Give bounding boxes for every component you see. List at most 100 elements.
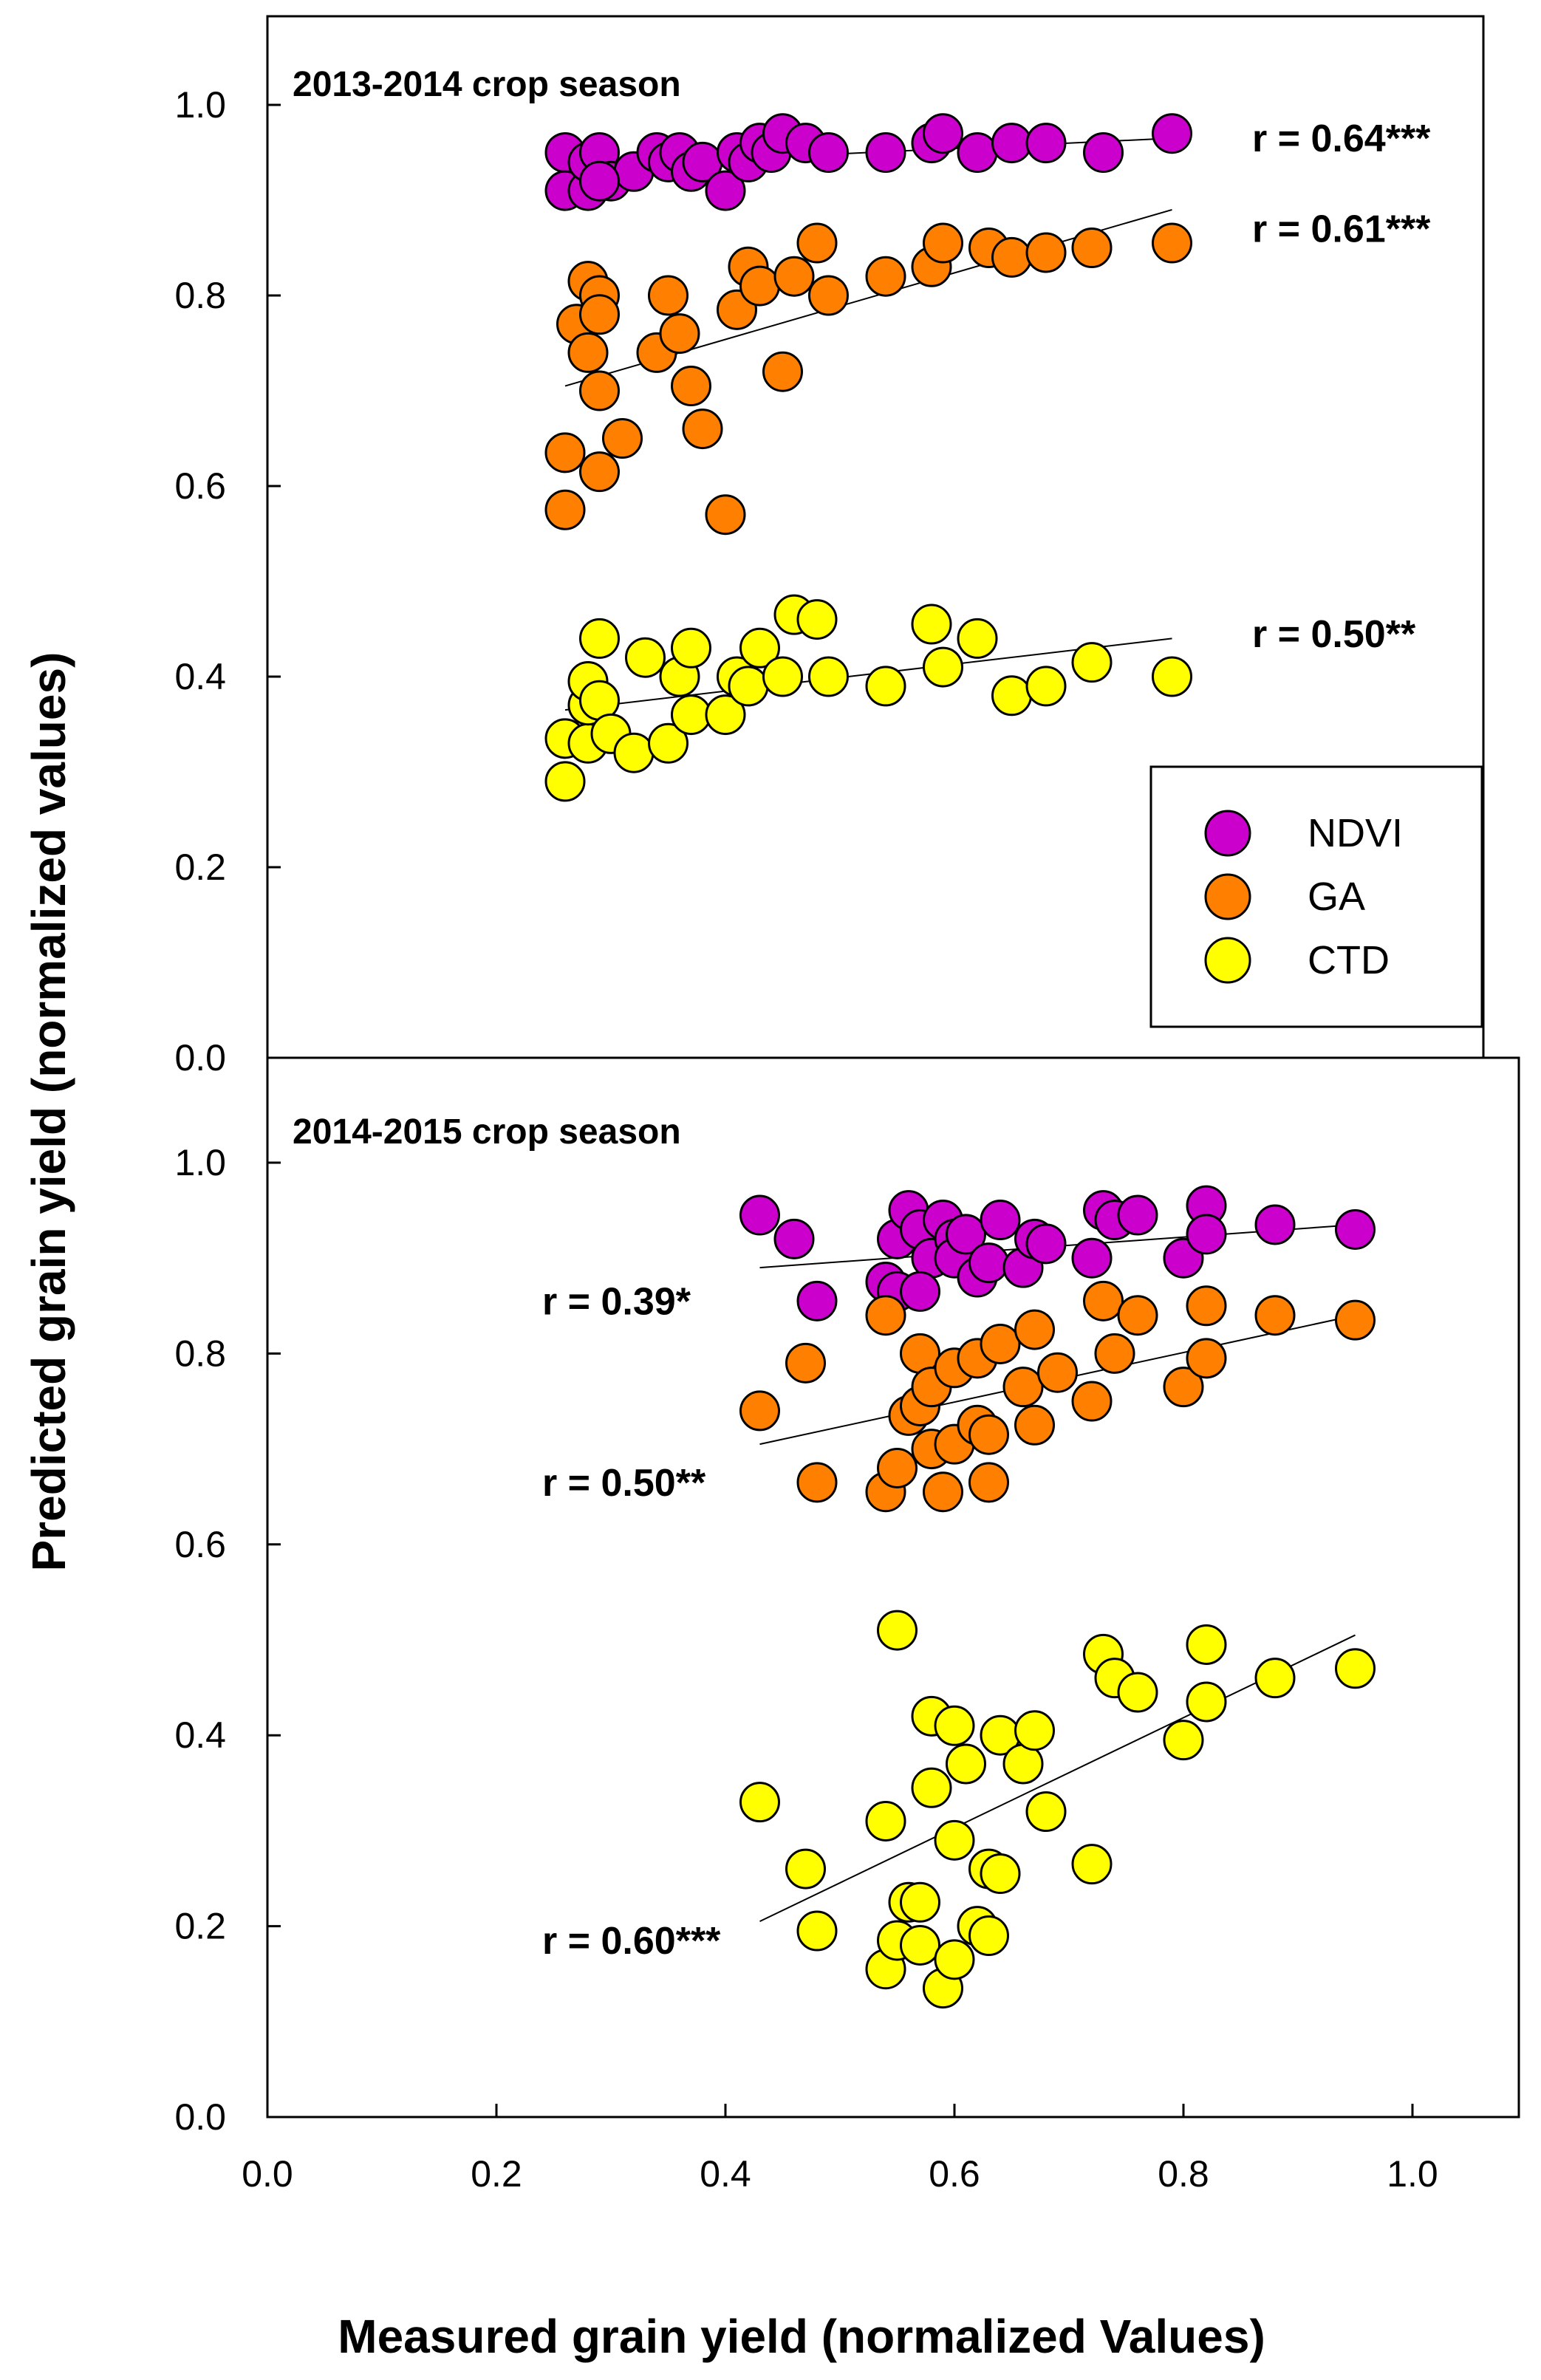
point-ctd	[1186, 1681, 1227, 1723]
point-ga	[923, 222, 963, 264]
point-ctd	[1254, 1658, 1296, 1699]
point-ndvi	[579, 160, 620, 202]
panel-bottom-title: 2014-2015 crop season	[293, 1112, 681, 1152]
point-ndvi	[946, 1214, 986, 1255]
point-ctd	[648, 722, 689, 764]
point-ga	[1071, 228, 1113, 268]
point-ga	[877, 1447, 918, 1488]
point-ga	[659, 313, 700, 355]
point-ndvi	[1083, 132, 1124, 173]
point-ctd	[1025, 1791, 1067, 1833]
y-tick-label: 1.0	[174, 1142, 226, 1183]
point-ga	[1025, 232, 1067, 273]
y-axis-title: Predicted grain yield (normalized values…	[22, 652, 75, 1572]
y-tick-label: 0.6	[174, 1524, 226, 1565]
legend-label-ndvi: NDVI	[1308, 811, 1403, 855]
point-ndvi	[900, 1271, 940, 1312]
legend: NDVI GA CTD	[1149, 765, 1483, 1028]
y-tick-label: 0.8	[174, 275, 226, 316]
point-ctd	[980, 1853, 1021, 1895]
point-ctd	[1014, 1710, 1055, 1751]
y-tick-label: 0.0	[174, 2096, 226, 2138]
point-ndvi	[739, 1194, 780, 1236]
point-ctd	[762, 656, 803, 697]
y-tick-label: 0.4	[174, 1714, 226, 1756]
point-ndvi	[957, 132, 998, 173]
point-ga	[579, 370, 620, 411]
point-ga	[968, 1414, 1009, 1455]
point-ctd	[544, 761, 586, 802]
r-label-2014-ndvi: r = 0.39*	[542, 1280, 691, 1323]
legend-label-ga: GA	[1308, 875, 1365, 919]
point-ga	[808, 275, 849, 316]
point-ga	[544, 432, 586, 473]
point-ga	[671, 366, 711, 407]
point-ctd	[934, 1939, 975, 1980]
point-ga	[991, 236, 1032, 278]
point-ctd	[911, 1767, 952, 1808]
x-tick-label: 0.0	[242, 2153, 293, 2195]
point-ctd	[934, 1705, 975, 1746]
y-tick-label: 0.2	[174, 847, 226, 888]
point-ndvi	[1186, 1214, 1227, 1255]
fit-line-ctd	[564, 637, 1172, 711]
panel-top-points	[544, 113, 1192, 802]
point-ndvi	[1117, 1194, 1158, 1236]
point-ga	[762, 351, 803, 392]
y-tick-label: 0.8	[174, 1333, 226, 1374]
point-ctd	[1186, 1624, 1227, 1665]
point-ndvi	[1254, 1204, 1296, 1245]
x-axis-title: Measured grain yield (normalized Values)	[338, 2310, 1265, 2363]
point-ga	[1186, 1338, 1227, 1379]
point-ctd	[785, 1848, 826, 1890]
x-tick-label: 0.8	[1158, 2153, 1209, 2195]
point-ctd	[957, 618, 998, 659]
point-ga	[579, 294, 620, 335]
y-tick-label: 0.6	[174, 465, 226, 507]
point-ga	[785, 1342, 826, 1384]
point-ga	[705, 494, 746, 536]
point-ctd	[1025, 666, 1067, 707]
point-ndvi	[1071, 1237, 1113, 1279]
point-ga	[682, 408, 723, 450]
point-ndvi	[980, 1200, 1021, 1241]
point-ndvi	[1025, 123, 1067, 164]
point-ga	[980, 1323, 1021, 1364]
point-ctd	[796, 1910, 838, 1952]
x-tick-label: 0.2	[471, 2153, 522, 2195]
point-ctd	[705, 694, 746, 736]
legend-label-ctd: CTD	[1308, 938, 1390, 982]
point-ga	[739, 265, 780, 307]
point-ctd	[877, 1610, 918, 1651]
point-ctd	[1335, 1648, 1376, 1689]
point-ga	[1335, 1299, 1376, 1341]
point-ndvi	[773, 1218, 815, 1259]
point-ctd	[968, 1915, 1009, 1957]
point-ga	[1071, 1381, 1113, 1422]
point-ctd	[923, 646, 963, 688]
point-ctd	[625, 637, 666, 678]
point-ctd	[808, 656, 849, 697]
point-ctd	[900, 1924, 940, 1966]
point-ga	[602, 418, 643, 459]
y-tick-label: 1.0	[174, 84, 226, 126]
point-ga	[1002, 1367, 1044, 1408]
point-ga	[865, 1295, 906, 1336]
point-ga	[1254, 1295, 1296, 1336]
r-label-2014-ctd: r = 0.60***	[542, 1920, 721, 1963]
point-ndvi	[968, 1242, 1009, 1284]
point-ga	[1083, 1280, 1124, 1321]
panel-top: 2013-2014 crop season 0.0 0.2 0.4 0.6 0.8 1.0…	[174, 15, 1485, 1078]
r-label-2013-ctd: r = 0.50**	[1252, 613, 1416, 656]
point-ga	[865, 256, 906, 297]
point-ctd	[671, 694, 711, 736]
point-ga	[1014, 1309, 1055, 1350]
r-label-2014-ga: r = 0.50**	[542, 1462, 706, 1505]
legend-marker-ndvi	[1204, 810, 1251, 857]
point-ndvi	[1152, 113, 1192, 154]
point-ga	[1037, 1352, 1078, 1393]
point-ndvi	[991, 123, 1032, 164]
point-ctd	[865, 1800, 906, 1842]
point-ndvi	[1025, 1223, 1067, 1265]
